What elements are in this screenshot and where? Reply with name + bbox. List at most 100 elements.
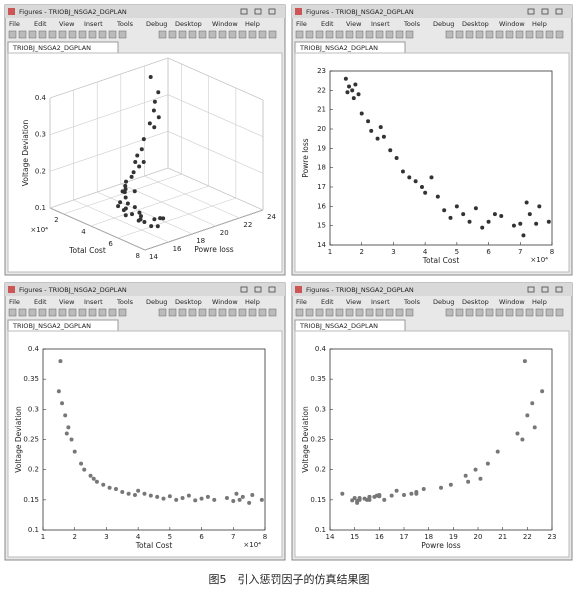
point xyxy=(442,208,447,213)
y-tick-label: 0.15 xyxy=(23,496,39,504)
menu-item: View xyxy=(59,298,75,306)
point xyxy=(138,214,143,219)
point xyxy=(63,413,68,418)
menu-item: Insert xyxy=(371,298,390,306)
toolbar-icon xyxy=(228,30,237,39)
toolbar-icon xyxy=(385,30,394,39)
point xyxy=(161,496,166,501)
y-tick-label: 23 xyxy=(317,67,326,75)
point xyxy=(345,90,350,95)
toolbar-icon xyxy=(515,30,524,39)
y-tick-label: 22 xyxy=(243,221,252,229)
menu-item: Tools xyxy=(116,298,134,306)
point xyxy=(388,148,393,153)
point xyxy=(355,500,360,505)
point xyxy=(129,174,134,179)
x-tick-label: 19 xyxy=(449,533,458,541)
point xyxy=(409,491,414,496)
point xyxy=(473,467,478,472)
point xyxy=(88,473,93,478)
toolbar-icon xyxy=(405,30,414,39)
toolbar-icon xyxy=(108,308,117,317)
x-scale-label: ×10⁴ xyxy=(243,541,261,549)
point xyxy=(350,88,355,93)
toolbar-icon xyxy=(38,308,47,317)
toolbar-icon xyxy=(355,308,364,317)
point xyxy=(158,216,163,221)
menu-item: Debug xyxy=(146,298,167,306)
point xyxy=(511,223,516,228)
y-tick-label: 22 xyxy=(317,86,326,94)
point xyxy=(369,128,374,133)
title-bar xyxy=(292,283,572,296)
grid-line xyxy=(49,207,146,251)
window-control xyxy=(268,8,276,15)
toolbar-icon xyxy=(98,308,107,317)
point xyxy=(353,82,358,87)
point xyxy=(101,482,106,487)
toolbar-icon xyxy=(555,308,564,317)
grid-line xyxy=(49,131,169,172)
point xyxy=(448,215,453,220)
point xyxy=(180,496,185,501)
toolbar-icon xyxy=(365,30,374,39)
point xyxy=(492,212,497,217)
window-control xyxy=(240,286,248,293)
toolbar-icon xyxy=(218,30,227,39)
toolbar-icon xyxy=(505,308,514,317)
point xyxy=(149,224,154,229)
point xyxy=(402,493,406,498)
grid-line xyxy=(167,57,264,101)
z-tick-label: 0.1 xyxy=(35,204,46,212)
point xyxy=(350,498,355,503)
title-bar xyxy=(5,5,285,18)
toolbar-icon xyxy=(455,308,464,317)
toolbar-icon xyxy=(8,30,17,39)
point xyxy=(82,467,87,472)
x-tick-label: 5 xyxy=(168,533,172,541)
x-scale-label: ×10⁴ xyxy=(530,256,548,264)
point xyxy=(485,461,490,466)
caption: 图5 引入惩罚因子的仿真结果图 xyxy=(209,572,370,586)
toolbar-icon xyxy=(375,30,384,39)
x-tick-label: 20 xyxy=(474,533,483,541)
point xyxy=(378,125,383,130)
menu-item: Tools xyxy=(403,298,421,306)
grid-line xyxy=(90,185,209,227)
menu-item: Help xyxy=(245,298,260,306)
point xyxy=(524,200,529,205)
toolbar-icon xyxy=(78,308,87,317)
y-axis-label: Voltage Deviation xyxy=(301,406,310,473)
point xyxy=(467,219,472,224)
menu-item: Desktop xyxy=(462,298,489,306)
y-axis-label: Voltage Deviation xyxy=(14,406,23,473)
toolbar-icon xyxy=(315,30,324,39)
window-control xyxy=(555,8,563,15)
x-tick-label: 2 xyxy=(359,248,363,256)
x-tick-label: 21 xyxy=(498,533,507,541)
toolbar-icon xyxy=(158,308,167,317)
tab-label: TRIOBJ_NSGA2_DGPLAN xyxy=(12,322,91,330)
toolbar-icon xyxy=(268,308,277,317)
point xyxy=(414,491,419,496)
point xyxy=(237,497,242,502)
y-tick-label: 0.3 xyxy=(28,405,39,413)
point xyxy=(421,486,426,491)
x-tick-label: 8 xyxy=(136,252,140,260)
y-tick-label: 18 xyxy=(317,164,326,172)
toolbar-icon xyxy=(48,30,57,39)
x-tick-label: 14 xyxy=(326,533,335,541)
point xyxy=(537,204,542,209)
point xyxy=(120,189,125,194)
grid-line xyxy=(144,209,264,251)
point xyxy=(193,498,198,503)
grid-line xyxy=(167,167,264,211)
y-tick-label: 0.4 xyxy=(28,345,40,353)
toolbar-icon xyxy=(395,308,404,317)
point xyxy=(463,473,468,478)
window-control xyxy=(541,8,549,15)
menu-item: Window xyxy=(499,20,525,28)
x-axis-label: Powre loss xyxy=(421,541,460,550)
point xyxy=(155,494,160,499)
window-title: Figures - TRIOBJ_NSGA2_DGPLAN xyxy=(19,286,127,294)
